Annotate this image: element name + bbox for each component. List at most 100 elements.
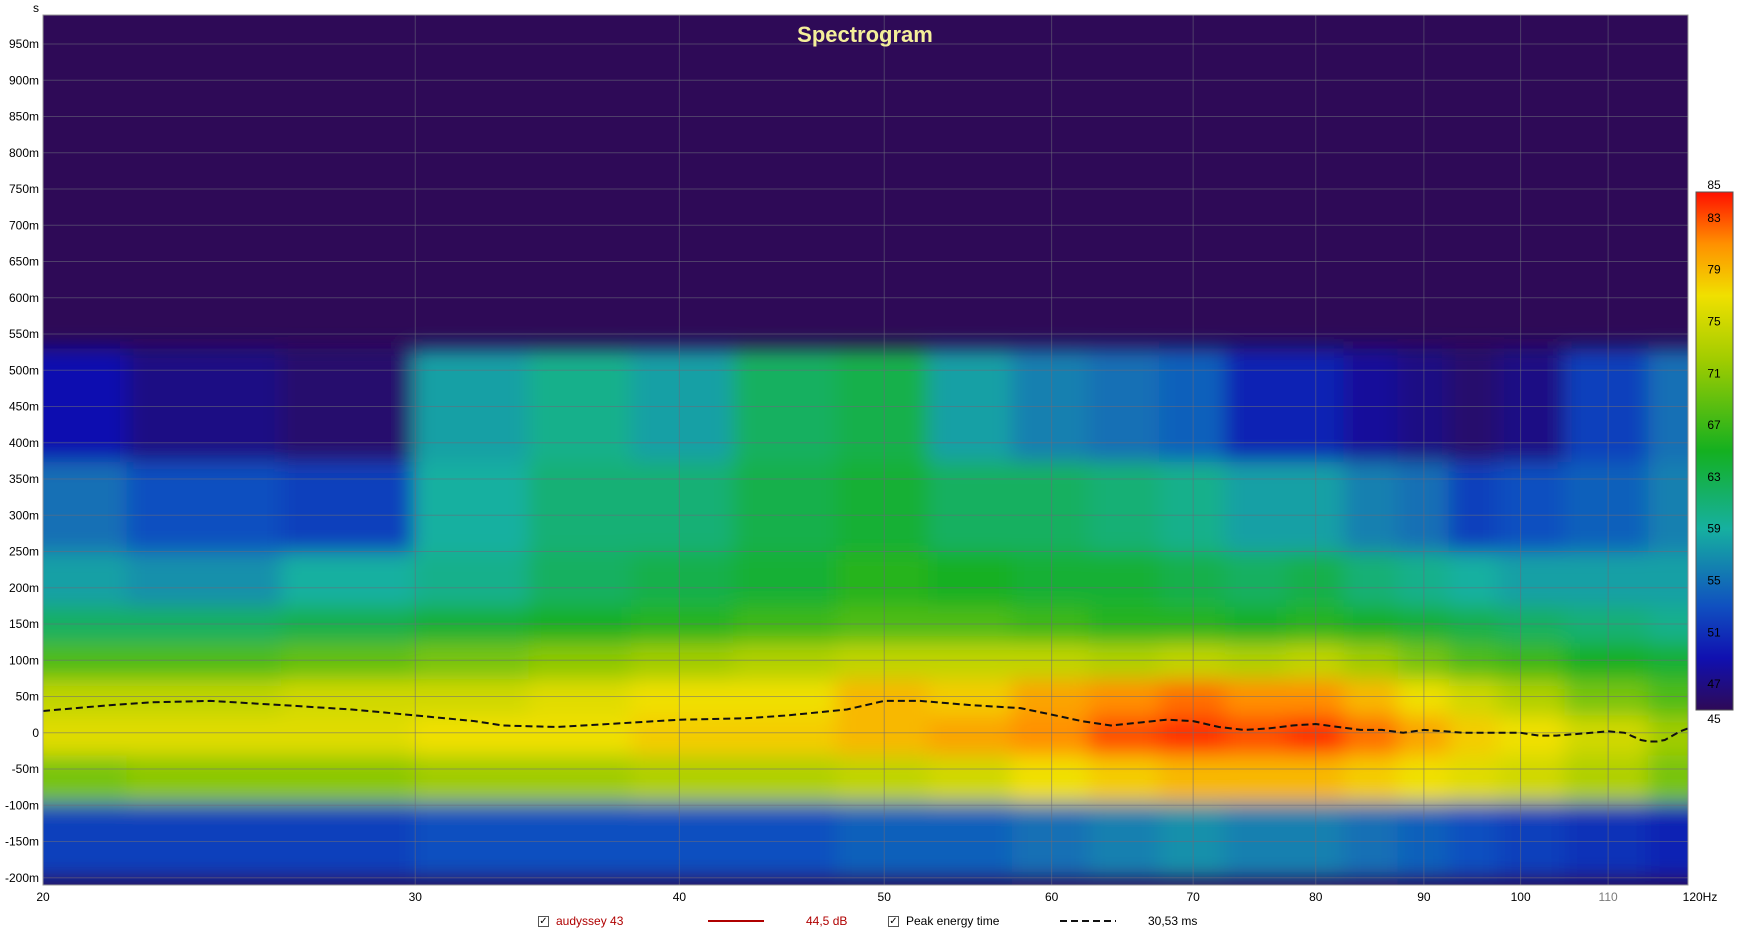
color-scale: 85 83 79 75 71 67 63 59 55 51 47 45 <box>1695 178 1734 726</box>
heatmap-cell <box>835 714 929 756</box>
heatmap-cell <box>281 754 415 803</box>
audyssey-43-checkbox[interactable]: ✓ <box>538 916 549 927</box>
heatmap-cell <box>733 754 837 803</box>
y-axis-ticks: 950m 900m 850m 800m 750m 700m 650m 600m 550m 500m… <box>5 37 39 885</box>
heatmap-cell <box>1088 714 1161 756</box>
x-tick-label: 100 <box>1511 890 1531 904</box>
heatmap-cell <box>1159 551 1226 607</box>
chart-title: Spectrogram <box>797 22 933 47</box>
color-scale-tick-label: 63 <box>1707 470 1721 484</box>
heatmap-cell <box>1224 714 1288 756</box>
heatmap-cell <box>1448 460 1499 553</box>
heatmap-cell <box>528 460 633 553</box>
heatmap-cell <box>1497 754 1566 803</box>
heatmap-cell <box>1224 754 1288 803</box>
heatmap-cell <box>1011 714 1090 756</box>
x-tick-label: 120Hz <box>1683 890 1718 904</box>
heatmap-cell <box>1343 714 1399 756</box>
heatmap-cell <box>835 460 929 553</box>
heatmap-cell <box>1448 551 1499 607</box>
heatmap-cell <box>126 801 283 879</box>
heatmap-cell <box>413 754 530 803</box>
heatmap-cell <box>1343 348 1399 462</box>
y-tick-label: 550m <box>9 327 39 341</box>
heatmap-cell <box>733 801 837 879</box>
heatmap-cell <box>1224 460 1288 553</box>
peak-energy-time-checkbox[interactable]: ✓ <box>888 916 899 927</box>
peak-energy-time-line <box>43 699 1688 743</box>
heatmap-cell <box>1564 714 1650 756</box>
heatmap-cell <box>1448 348 1499 462</box>
y-tick-label: 650m <box>9 255 39 269</box>
y-tick-label: 400m <box>9 436 39 450</box>
heatmap-cell <box>927 348 1013 462</box>
heatmap-cell <box>1448 801 1499 879</box>
heatmap-cell <box>43 551 128 607</box>
heatmap-cell <box>413 348 530 462</box>
heatmap-cell <box>835 754 929 803</box>
heatmap-cell <box>281 551 415 607</box>
heatmap-cell <box>1159 714 1226 756</box>
y-tick-label: 350m <box>9 472 39 486</box>
y-tick-label: -200m <box>5 871 39 885</box>
heatmap-cell <box>281 348 415 462</box>
audyssey-43-swatch <box>708 920 764 922</box>
color-scale-tick-label: 45 <box>1707 712 1721 726</box>
heatmap-cell <box>1088 754 1161 803</box>
heatmap-cell <box>413 801 530 879</box>
heatmap-cell <box>1088 348 1161 462</box>
color-scale-tick-label: 85 <box>1707 178 1721 192</box>
color-scale-tick-label: 75 <box>1707 315 1721 329</box>
heatmap-cell <box>1343 801 1399 879</box>
heatmap-cell <box>1088 460 1161 553</box>
legend: ✓ audyssey 43 44,5 dB ✓ Peak energy time… <box>0 913 1761 931</box>
heatmap-cell <box>413 460 530 553</box>
heatmap-cell <box>1011 754 1090 803</box>
heatmap-cell <box>281 801 415 879</box>
audyssey-43-value: 44,5 dB <box>806 914 848 928</box>
heatmap-cell <box>1343 551 1399 607</box>
color-scale-tick-label: 55 <box>1707 574 1721 588</box>
y-tick-label: -50m <box>12 762 39 776</box>
heatmap-cell <box>1159 348 1226 462</box>
y-tick-label: -150m <box>5 835 39 849</box>
color-scale-tick-label: 79 <box>1707 263 1721 277</box>
x-tick-label: 50 <box>878 890 892 904</box>
plot-frame <box>42 14 1689 886</box>
heatmap-cell <box>927 754 1013 803</box>
heatmap-cell <box>835 801 929 879</box>
heatmap-cell <box>927 714 1013 756</box>
x-tick-label: 60 <box>1045 890 1059 904</box>
heatmap-cell <box>733 714 837 756</box>
heatmap-cell <box>1343 754 1399 803</box>
heatmap-cell <box>1564 460 1650 553</box>
heatmap-cell <box>281 460 415 553</box>
grid-layer <box>43 15 1688 885</box>
heatmap-cell <box>733 348 837 462</box>
heatmap-cell <box>733 460 837 553</box>
heatmap-cell <box>631 460 735 553</box>
x-tick-label: 20 <box>36 890 50 904</box>
heatmap-cell <box>528 801 633 879</box>
heatmap-cell <box>126 348 283 462</box>
heatmap-cell <box>1011 551 1090 607</box>
y-tick-label: 500m <box>9 363 39 377</box>
y-tick-label: 950m <box>9 37 39 51</box>
heatmap-cell <box>927 551 1013 607</box>
y-tick-label: 800m <box>9 146 39 160</box>
color-scale-tick-label: 71 <box>1707 366 1721 380</box>
y-tick-label: 250m <box>9 545 39 559</box>
heatmap-cell <box>1224 348 1288 462</box>
color-scale-tick-label: 67 <box>1707 418 1721 432</box>
heatmap-cell <box>1224 801 1288 879</box>
heatmap-cell <box>1448 754 1499 803</box>
x-axis-ticks: 20 30 40 50 60 70 80 90 100 110 120Hz <box>36 890 1717 904</box>
heatmap-cell <box>528 714 633 756</box>
heatmap-layer <box>43 348 1688 879</box>
heatmap-cell <box>1564 801 1650 879</box>
heatmap-cell <box>1648 801 1688 879</box>
color-scale-bar <box>1695 191 1734 711</box>
heatmap-cell <box>1011 348 1090 462</box>
heatmap-cell <box>733 551 837 607</box>
y-tick-label: 300m <box>9 508 39 522</box>
